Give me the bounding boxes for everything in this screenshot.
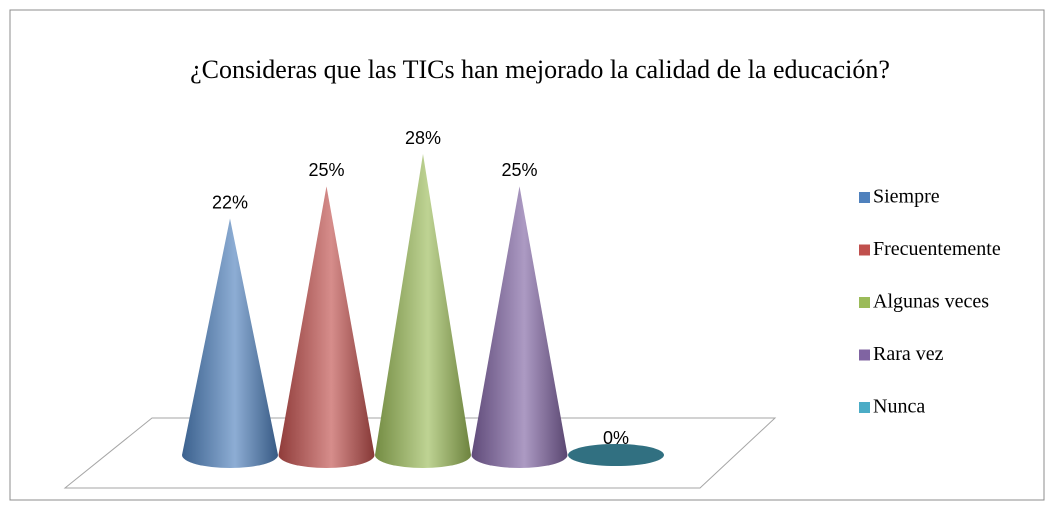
cone-base <box>568 443 664 467</box>
data-label: 25% <box>308 160 344 180</box>
chart-title: ¿Consideras que las TICs han mejorado la… <box>190 55 890 84</box>
legend-label: Algunas veces <box>873 291 989 313</box>
legend-swatch <box>859 349 870 361</box>
legend-swatch <box>859 402 870 413</box>
cone <box>278 186 375 468</box>
cone <box>182 218 278 468</box>
data-label: 0% <box>603 428 629 448</box>
legend-label: Nunca <box>873 396 925 418</box>
legend-swatch <box>859 244 870 256</box>
cone <box>471 186 568 468</box>
data-label: 22% <box>212 192 248 212</box>
legend-swatch <box>859 192 870 203</box>
cone <box>375 154 471 468</box>
legend-swatch <box>859 297 870 308</box>
legend-label: Frecuentemente <box>873 238 1001 260</box>
legend-label: Siempre <box>873 186 940 208</box>
data-label: 28% <box>405 128 441 148</box>
data-label: 25% <box>501 160 537 180</box>
legend-label: Rara vez <box>873 343 944 365</box>
